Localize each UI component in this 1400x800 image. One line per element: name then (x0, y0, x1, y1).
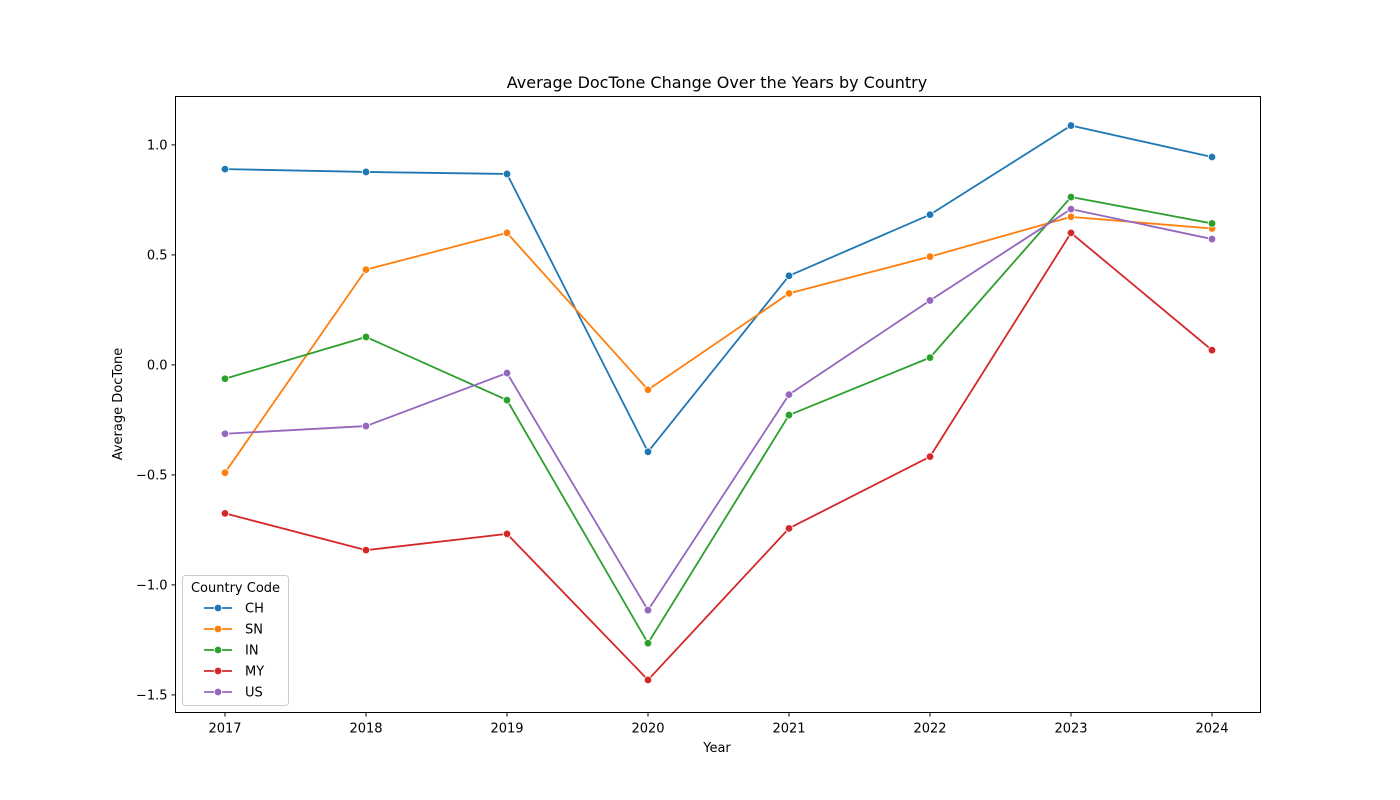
data-point-sn (1066, 212, 1076, 222)
y-tick-label: −1.0 (136, 578, 168, 593)
data-point-ch (643, 447, 653, 456)
x-tick-label: 2022 (913, 722, 946, 737)
x-tick-label: 2023 (1054, 722, 1087, 737)
data-point-sn (220, 468, 230, 477)
series-us (220, 204, 1217, 615)
legend-item-ch: CH (204, 602, 264, 617)
data-point-us (220, 429, 230, 438)
data-point-in (643, 639, 653, 648)
legend-label-in: IN (245, 644, 259, 659)
data-point-in (925, 353, 935, 362)
series-layer (220, 121, 1217, 685)
legend-marker-my (213, 666, 223, 676)
legend-label-us: US (245, 686, 263, 701)
y-tick-label: −1.5 (136, 688, 168, 703)
data-point-us (361, 421, 371, 431)
legend-label-sn: SN (245, 623, 263, 638)
data-point-my (502, 529, 512, 539)
legend-title: Country Code (191, 581, 280, 596)
legend-marker-in (213, 645, 223, 655)
data-point-my (1207, 345, 1217, 355)
x-tick-label: 2018 (349, 722, 382, 737)
x-tick-label: 2024 (1195, 722, 1228, 737)
data-point-sn (361, 265, 371, 274)
x-tick-label: 2019 (490, 722, 523, 737)
series-line-in (224, 196, 1213, 645)
y-tick-label: 0.5 (147, 248, 168, 263)
data-point-my (361, 545, 371, 555)
series-in (220, 192, 1217, 648)
x-axis-title: Year (702, 741, 731, 756)
legend-item-my: MY (204, 665, 264, 680)
series-line-my (224, 231, 1213, 681)
legend-marker-ch (213, 603, 223, 613)
y-axis: −1.5 −1.0 −0.5 0.0 0.5 1.0 (136, 138, 176, 703)
data-point-us (1207, 234, 1217, 244)
data-point-ch (1066, 121, 1076, 130)
series-sn (220, 212, 1217, 477)
legend-item-sn: SN (204, 623, 263, 638)
series-line-us (224, 208, 1213, 612)
legend-label-my: MY (245, 665, 264, 680)
legend-marker-sn (213, 624, 223, 634)
chart-title: Average DocTone Change Over the Years by… (507, 73, 927, 92)
data-point-sn (784, 289, 794, 298)
data-point-us (925, 296, 935, 305)
data-point-us (784, 390, 794, 399)
data-point-sn (502, 228, 512, 238)
series-line-ch (224, 124, 1213, 453)
data-point-in (502, 395, 512, 405)
data-point-in (361, 332, 371, 342)
y-tick-label: 0.0 (147, 358, 168, 373)
x-tick-label: 2020 (631, 722, 664, 737)
data-point-ch (220, 164, 230, 174)
y-axis-title: Average DocTone (111, 348, 126, 461)
plot-area-frame (175, 96, 1261, 713)
data-point-us (1066, 204, 1076, 214)
y-tick-label: −0.5 (136, 468, 168, 483)
data-point-in (1207, 219, 1217, 228)
data-point-in (220, 374, 230, 383)
data-point-my (925, 452, 935, 461)
legend-item-us: US (204, 686, 263, 701)
data-point-ch (1207, 152, 1217, 162)
legend-marker-us (213, 687, 223, 697)
data-point-my (220, 509, 230, 518)
y-tick-label: 1.0 (147, 138, 168, 153)
data-point-sn (643, 385, 653, 394)
series-line-sn (224, 215, 1213, 474)
x-axis: 2017 2018 2019 2020 2021 2022 2023 2024 (208, 712, 1229, 737)
data-point-ch (502, 169, 512, 179)
data-point-us (502, 368, 512, 378)
legend-item-in: IN (204, 644, 259, 659)
data-point-ch (784, 271, 794, 280)
data-point-my (1066, 228, 1076, 238)
data-point-my (643, 675, 653, 685)
data-point-in (784, 410, 794, 420)
data-point-sn (925, 252, 935, 261)
data-point-ch (925, 210, 935, 219)
data-point-us (643, 606, 653, 615)
data-point-ch (361, 167, 371, 177)
data-point-my (784, 524, 794, 533)
series-my (220, 228, 1217, 685)
x-tick-label: 2017 (208, 722, 241, 737)
legend: Country Code CH SN IN MY US (182, 575, 289, 706)
legend-items: CH SN IN MY US (204, 602, 264, 701)
legend-label-ch: CH (245, 602, 264, 617)
series-ch (220, 121, 1217, 456)
x-tick-label: 2021 (772, 722, 805, 737)
data-point-in (1066, 192, 1076, 202)
